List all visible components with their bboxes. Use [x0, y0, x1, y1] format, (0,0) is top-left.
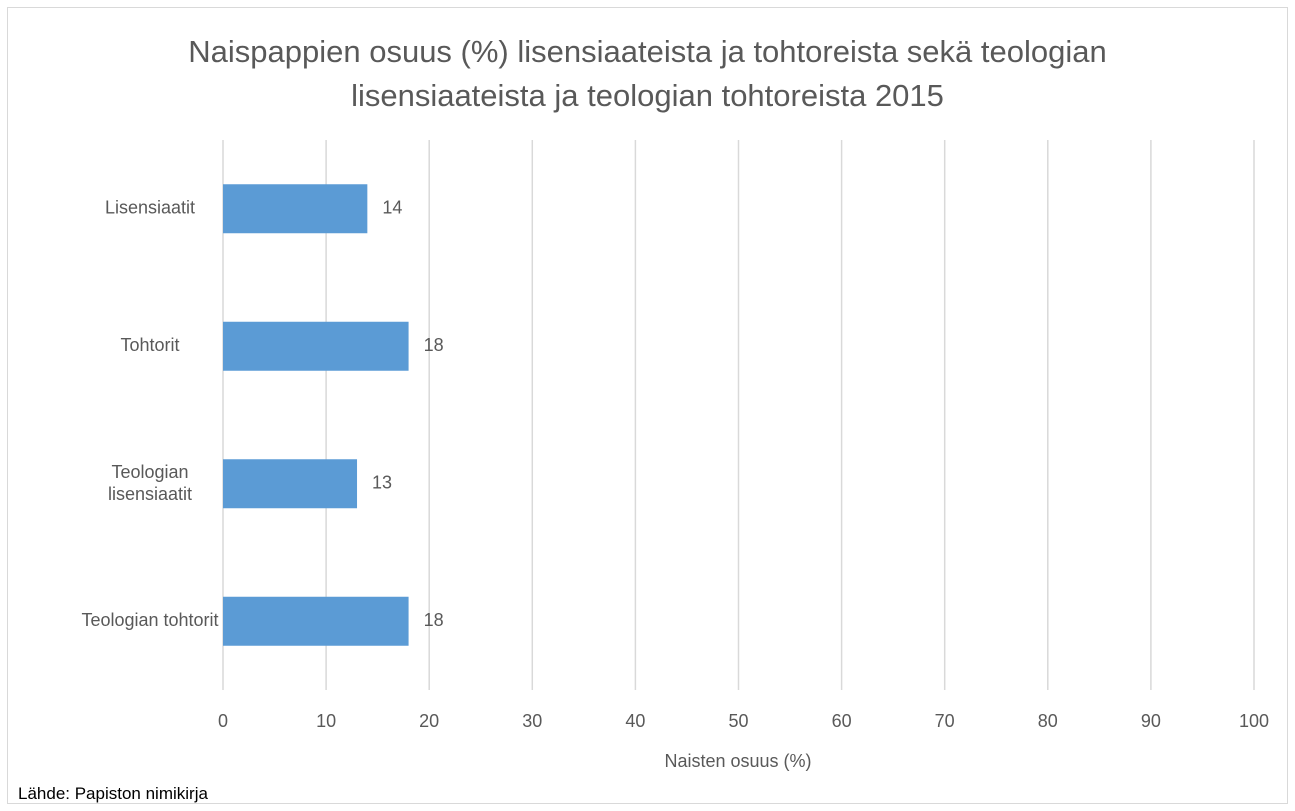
x-tick-label: 50: [728, 711, 748, 731]
x-tick-label: 10: [316, 711, 336, 731]
x-tick-label: 0: [218, 711, 228, 731]
data-label: 18: [424, 335, 444, 355]
bar: [223, 321, 409, 371]
x-tick-label: 100: [1239, 711, 1269, 731]
y-tick-label: Lisensiaatit: [105, 198, 195, 218]
y-tick-label: Teologian tohtorit: [81, 610, 218, 630]
data-label: 14: [382, 198, 402, 218]
chart-border: [7, 7, 1288, 804]
bar: [223, 184, 368, 234]
y-tick-label: Tohtorit: [120, 335, 179, 355]
x-tick-label: 60: [832, 711, 852, 731]
x-tick-label: 30: [522, 711, 542, 731]
data-label: 13: [372, 473, 392, 493]
x-axis-label: Naisten osuus (%): [664, 751, 811, 771]
bar: [223, 596, 409, 646]
x-tick-label: 80: [1038, 711, 1058, 731]
x-tick-label: 70: [935, 711, 955, 731]
bar: [223, 459, 358, 509]
chart-title: Naispappien osuus (%) lisensiaateista ja…: [188, 34, 1107, 113]
x-tick-label: 20: [419, 711, 439, 731]
x-tick-label: 40: [625, 711, 645, 731]
source-note: Lähde: Papiston nimikirja: [18, 784, 208, 803]
y-tick-label: Teologian lisensiaatit: [108, 462, 192, 504]
data-label: 18: [424, 610, 444, 630]
x-tick-label: 90: [1141, 711, 1161, 731]
